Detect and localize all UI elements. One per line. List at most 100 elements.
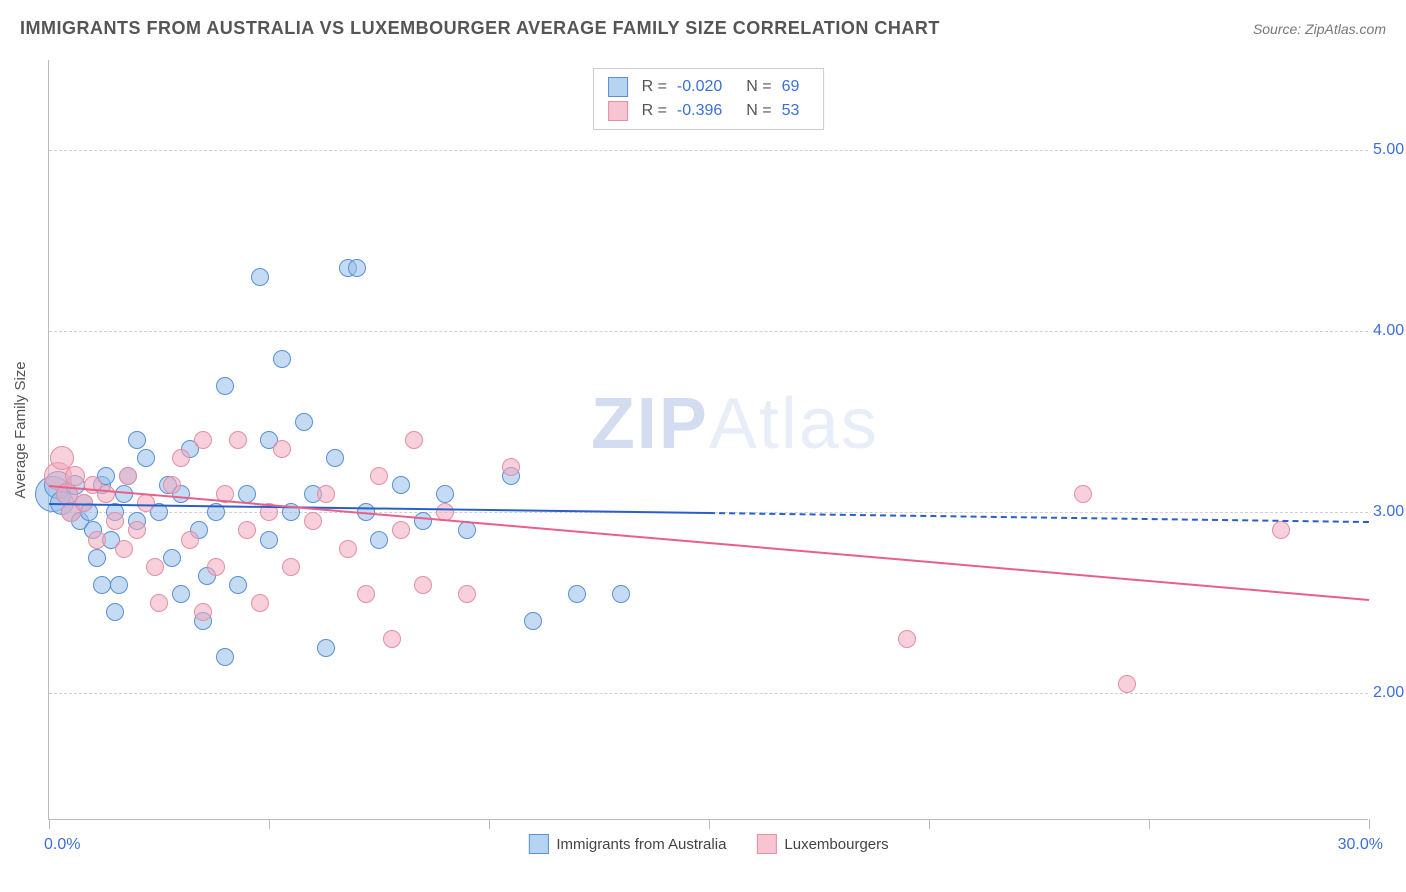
- data-point: [172, 449, 190, 467]
- data-point: [273, 440, 291, 458]
- data-point: [348, 259, 366, 277]
- data-point: [405, 431, 423, 449]
- data-point: [128, 431, 146, 449]
- y-tick-label: 2.00: [1373, 684, 1406, 702]
- legend-item: Immigrants from Australia: [528, 834, 726, 854]
- series-legend: Immigrants from Australia Luxembourgers: [528, 834, 888, 854]
- trend-line: [709, 512, 1369, 523]
- data-point: [458, 585, 476, 603]
- data-point: [524, 612, 542, 630]
- data-point: [370, 531, 388, 549]
- swatch-icon: [608, 77, 628, 97]
- data-point: [137, 449, 155, 467]
- r-value: -0.396: [677, 102, 722, 120]
- y-tick-label: 5.00: [1373, 141, 1406, 159]
- data-point: [88, 531, 106, 549]
- data-point: [458, 521, 476, 539]
- chart-title: IMMIGRANTS FROM AUSTRALIA VS LUXEMBOURGE…: [20, 18, 940, 39]
- x-min-label: 0.0%: [44, 836, 80, 854]
- r-label: R =: [642, 78, 667, 96]
- data-point: [414, 576, 432, 594]
- swatch-icon: [756, 834, 776, 854]
- data-point: [339, 540, 357, 558]
- data-point: [163, 476, 181, 494]
- n-value: 53: [782, 102, 800, 120]
- data-point: [317, 639, 335, 657]
- data-point: [163, 549, 181, 567]
- data-point: [898, 630, 916, 648]
- x-tick: [1149, 819, 1150, 829]
- source-label: Source: ZipAtlas.com: [1253, 21, 1386, 37]
- n-label: N =: [746, 102, 771, 120]
- correlation-legend: R = -0.020 N = 69 R = -0.396 N = 53: [593, 68, 825, 130]
- gridline: [49, 150, 1368, 151]
- gridline: [49, 331, 1368, 332]
- legend-row: R = -0.396 N = 53: [608, 99, 810, 123]
- data-point: [317, 485, 335, 503]
- data-point: [238, 521, 256, 539]
- y-tick-label: 3.00: [1373, 503, 1406, 521]
- x-tick: [929, 819, 930, 829]
- r-label: R =: [642, 102, 667, 120]
- data-point: [229, 431, 247, 449]
- data-point: [1272, 521, 1290, 539]
- data-point: [392, 521, 410, 539]
- data-point: [357, 585, 375, 603]
- n-label: N =: [746, 78, 771, 96]
- data-point: [216, 648, 234, 666]
- legend-row: R = -0.020 N = 69: [608, 75, 810, 99]
- data-point: [414, 512, 432, 530]
- data-point: [65, 466, 85, 486]
- data-point: [612, 585, 630, 603]
- gridline: [49, 693, 1368, 694]
- data-point: [110, 576, 128, 594]
- swatch-icon: [528, 834, 548, 854]
- data-point: [97, 485, 115, 503]
- data-point: [106, 512, 124, 530]
- watermark: ZIPAtlas: [591, 383, 879, 465]
- data-point: [295, 413, 313, 431]
- data-point: [181, 531, 199, 549]
- x-tick: [1369, 819, 1370, 829]
- data-point: [146, 558, 164, 576]
- data-point: [207, 558, 225, 576]
- x-max-label: 30.0%: [1338, 836, 1383, 854]
- data-point: [172, 585, 190, 603]
- y-axis-title: Average Family Size: [12, 361, 29, 498]
- data-point: [1118, 675, 1136, 693]
- x-tick: [709, 819, 710, 829]
- legend-label: Immigrants from Australia: [556, 836, 726, 853]
- data-point: [326, 449, 344, 467]
- watermark-light: Atlas: [709, 384, 879, 464]
- data-point: [260, 531, 278, 549]
- x-tick: [269, 819, 270, 829]
- data-point: [273, 350, 291, 368]
- data-point: [115, 540, 133, 558]
- data-point: [115, 485, 133, 503]
- data-point: [229, 576, 247, 594]
- data-point: [106, 603, 124, 621]
- data-point: [216, 377, 234, 395]
- x-tick: [489, 819, 490, 829]
- r-value: -0.020: [677, 78, 722, 96]
- data-point: [370, 467, 388, 485]
- data-point: [251, 594, 269, 612]
- data-point: [304, 512, 322, 530]
- data-point: [502, 458, 520, 476]
- header: IMMIGRANTS FROM AUSTRALIA VS LUXEMBOURGE…: [20, 18, 1386, 39]
- legend-label: Luxembourgers: [784, 836, 888, 853]
- watermark-bold: ZIP: [591, 384, 709, 464]
- data-point: [88, 549, 106, 567]
- n-value: 69: [782, 78, 800, 96]
- data-point: [194, 603, 212, 621]
- data-point: [282, 558, 300, 576]
- data-point: [128, 521, 146, 539]
- y-tick-label: 4.00: [1373, 322, 1406, 340]
- data-point: [150, 594, 168, 612]
- data-point: [251, 268, 269, 286]
- data-point: [383, 630, 401, 648]
- data-point: [436, 485, 454, 503]
- chart-area: ZIPAtlas R = -0.020 N = 69 R = -0.396 N …: [48, 60, 1368, 820]
- data-point: [194, 431, 212, 449]
- data-point: [568, 585, 586, 603]
